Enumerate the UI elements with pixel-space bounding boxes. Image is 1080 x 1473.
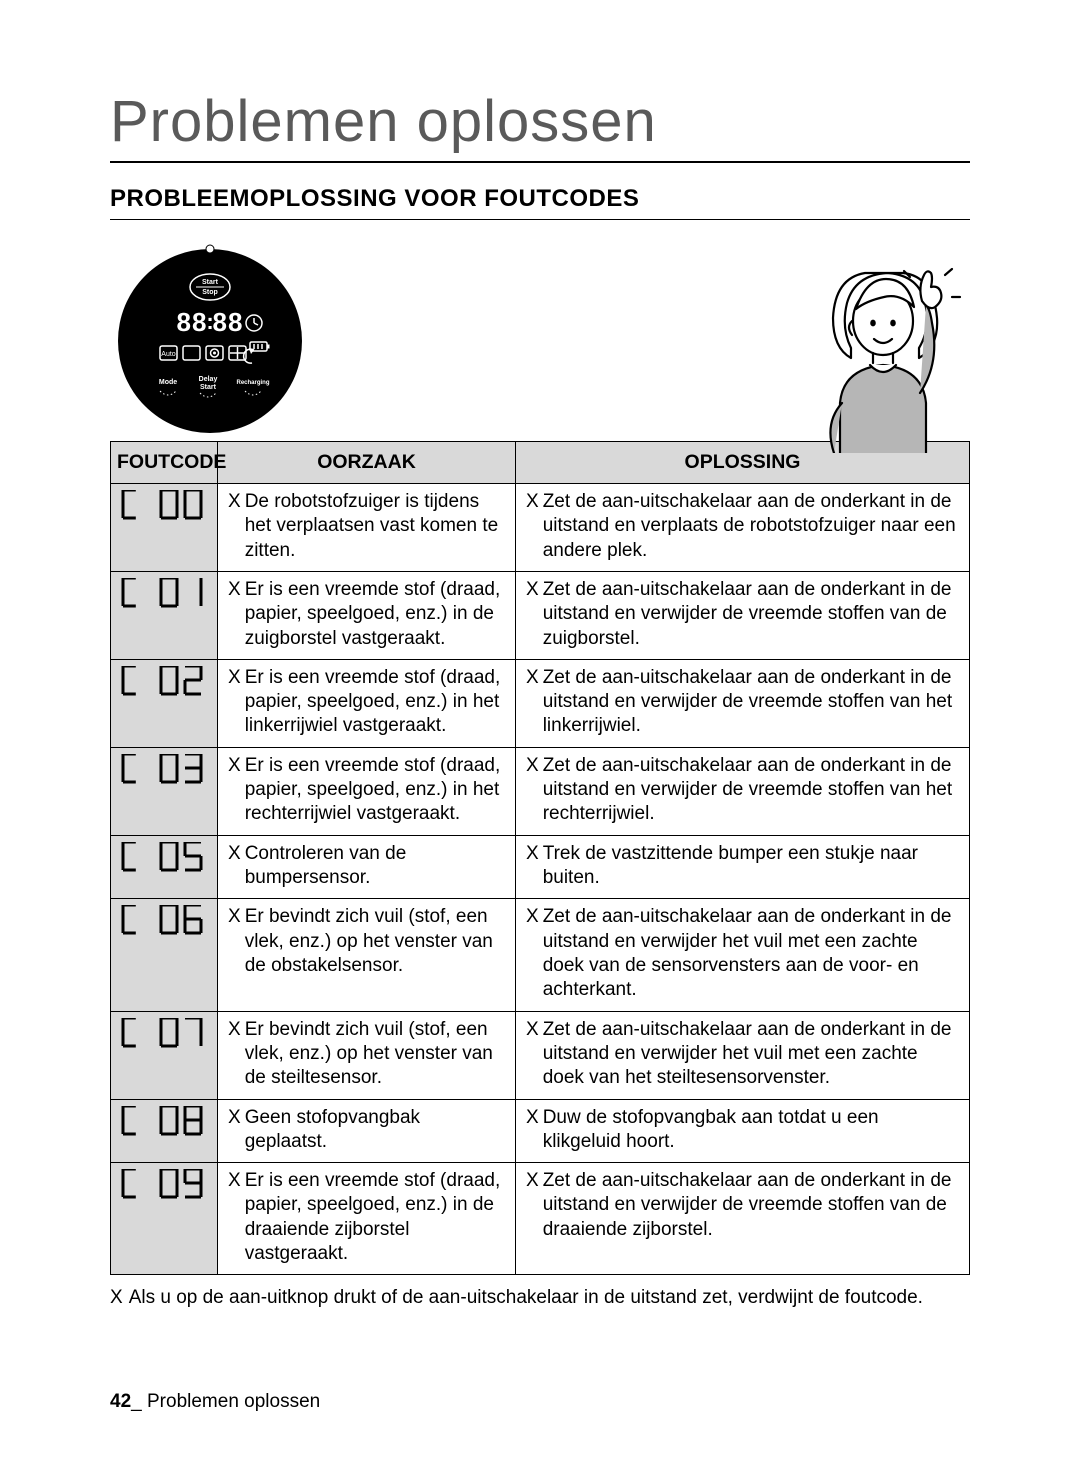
illustration-row: Start Stop 88 : 88 Auto [110, 236, 970, 441]
error-solution-text: Zet de aan-uitschakelaar aan de onderkan… [543, 666, 959, 739]
bullet-icon: X [228, 666, 241, 739]
error-cause-text: Controleren van de bumpersensor. [245, 842, 505, 891]
bullet-icon: X [526, 1018, 539, 1091]
bullet-icon: X [228, 905, 241, 978]
bullet-icon: X [228, 1106, 241, 1155]
error-solution-text: Zet de aan-uitschakelaar aan de onderkan… [543, 905, 959, 1002]
error-solution: XZet de aan-uitschakelaar aan de onderka… [516, 571, 970, 659]
bullet-icon: X [228, 578, 241, 651]
bullet-icon: X [526, 1106, 539, 1155]
bullet-icon: X [526, 905, 539, 1002]
error-code-table: FOUTCODE OORZAAK OPLOSSING XDe robotstof… [110, 441, 970, 1275]
error-cause: XEr is een vreemde stof (draad, papier, … [218, 659, 516, 747]
table-row: XEr bevindt zich vuil (stof, een vlek, e… [111, 1011, 970, 1099]
col-header-code: FOUTCODE [111, 442, 218, 484]
error-code [111, 571, 218, 659]
error-solution: XTrek de vastzittende bumper een stukje … [516, 835, 970, 899]
table-row: XDe robotstofzuiger is tijdens het verpl… [111, 483, 970, 571]
footer-label: Problemen oplossen [142, 1391, 321, 1412]
error-cause-text: Er is een vreemde stof (draad, papier, s… [245, 754, 505, 827]
error-solution: XDuw de stofopvangbak aan totdat u een k… [516, 1099, 970, 1163]
svg-text:Delay: Delay [199, 376, 218, 383]
error-cause: XEr bevindt zich vuil (stof, een vlek, e… [218, 899, 516, 1011]
page-number: 42 [110, 1391, 131, 1412]
table-row: XEr is een vreemde stof (draad, papier, … [111, 747, 970, 835]
error-cause-text: Er is een vreemde stof (draad, papier, s… [245, 1169, 505, 1266]
table-row: XGeen stofopvangbak geplaatst.XDuw de st… [111, 1099, 970, 1163]
bullet-icon: X [228, 1018, 241, 1091]
error-solution: XZet de aan-uitschakelaar aan de onderka… [516, 899, 970, 1011]
footnote-text: Als u op de aan-uitknop drukt of de aan-… [129, 1287, 970, 1309]
svg-text:88: 88 [177, 307, 208, 337]
error-cause-text: De robotstofzuiger is tijdens het verpla… [245, 490, 505, 563]
error-solution: XZet de aan-uitschakelaar aan de onderka… [516, 483, 970, 571]
section-heading: PROBLEEMOPLOSSING VOOR FOUTCODES [110, 185, 970, 220]
error-solution: XZet de aan-uitschakelaar aan de onderka… [516, 747, 970, 835]
bullet-icon: X [228, 754, 241, 827]
error-solution-text: Zet de aan-uitschakelaar aan de onderkan… [543, 754, 959, 827]
error-cause: XEr is een vreemde stof (draad, papier, … [218, 747, 516, 835]
svg-text:88: 88 [213, 307, 244, 337]
bullet-icon: X [526, 666, 539, 739]
error-cause: XEr is een vreemde stof (draad, papier, … [218, 571, 516, 659]
page-footer: 42_ Problemen oplossen [110, 1391, 320, 1413]
error-solution-text: Zet de aan-uitschakelaar aan de onderkan… [543, 1018, 959, 1091]
error-code [111, 1163, 218, 1275]
table-row: XEr is een vreemde stof (draad, papier, … [111, 1163, 970, 1275]
error-cause: XEr is een vreemde stof (draad, papier, … [218, 1163, 516, 1275]
footer-sep: _ [131, 1391, 142, 1412]
error-cause-text: Er bevindt zich vuil (stof, een vlek, en… [245, 905, 505, 978]
error-cause: XEr bevindt zich vuil (stof, een vlek, e… [218, 1011, 516, 1099]
bullet-icon: X [526, 842, 539, 891]
bullet-icon: X [526, 1169, 539, 1242]
bullet-icon: X [110, 1287, 123, 1309]
bullet-icon: X [526, 578, 539, 651]
col-header-cause: OORZAAK [218, 442, 516, 484]
bullet-icon: X [228, 490, 241, 563]
error-code [111, 483, 218, 571]
error-code [111, 747, 218, 835]
error-code [111, 835, 218, 899]
error-solution-text: Zet de aan-uitschakelaar aan de onderkan… [543, 578, 959, 651]
error-code [111, 1011, 218, 1099]
error-code [111, 899, 218, 1011]
error-solution: XZet de aan-uitschakelaar aan de onderka… [516, 659, 970, 747]
table-row: XControleren van de bumpersensor.XTrek d… [111, 835, 970, 899]
person-pointing-icon [770, 243, 980, 453]
error-cause-text: Er bevindt zich vuil (stof, een vlek, en… [245, 1018, 505, 1091]
bullet-icon: X [526, 490, 539, 563]
error-cause-text: Geen stofopvangbak geplaatst. [245, 1106, 505, 1155]
table-row: XEr is een vreemde stof (draad, papier, … [111, 659, 970, 747]
table-row: XEr is een vreemde stof (draad, papier, … [111, 571, 970, 659]
page: Problemen oplossen PROBLEEMOPLOSSING VOO… [0, 0, 1080, 1473]
error-cause: XGeen stofopvangbak geplaatst. [218, 1099, 516, 1163]
error-solution-text: Zet de aan-uitschakelaar aan de onderkan… [543, 490, 959, 563]
error-solution-text: Duw de stofopvangbak aan totdat u een kl… [543, 1106, 959, 1155]
error-code [111, 1099, 218, 1163]
svg-text:Stop: Stop [202, 289, 218, 296]
svg-text:Start: Start [202, 279, 219, 286]
footnote: X Als u op de aan-uitknop drukt of de aa… [110, 1287, 970, 1309]
error-cause: XDe robotstofzuiger is tijdens het verpl… [218, 483, 516, 571]
error-code [111, 659, 218, 747]
error-cause: XControleren van de bumpersensor. [218, 835, 516, 899]
svg-text:Recharging: Recharging [236, 380, 269, 386]
error-solution-text: Zet de aan-uitschakelaar aan de onderkan… [543, 1169, 959, 1242]
bullet-icon: X [526, 754, 539, 827]
page-title: Problemen oplossen [110, 88, 970, 163]
svg-text:Start: Start [200, 384, 217, 391]
error-solution: XZet de aan-uitschakelaar aan de onderka… [516, 1011, 970, 1099]
error-cause-text: Er is een vreemde stof (draad, papier, s… [245, 666, 505, 739]
svg-text:Mode: Mode [159, 379, 177, 386]
robot-display-icon: Start Stop 88 : 88 Auto [110, 241, 310, 441]
bullet-icon: X [228, 1169, 241, 1266]
error-cause-text: Er is een vreemde stof (draad, papier, s… [245, 578, 505, 651]
bullet-icon: X [228, 842, 241, 891]
table-row: XEr bevindt zich vuil (stof, een vlek, e… [111, 899, 970, 1011]
svg-text:Auto: Auto [161, 351, 176, 358]
error-solution-text: Trek de vastzittende bumper een stukje n… [543, 842, 959, 891]
error-solution: XZet de aan-uitschakelaar aan de onderka… [516, 1163, 970, 1275]
